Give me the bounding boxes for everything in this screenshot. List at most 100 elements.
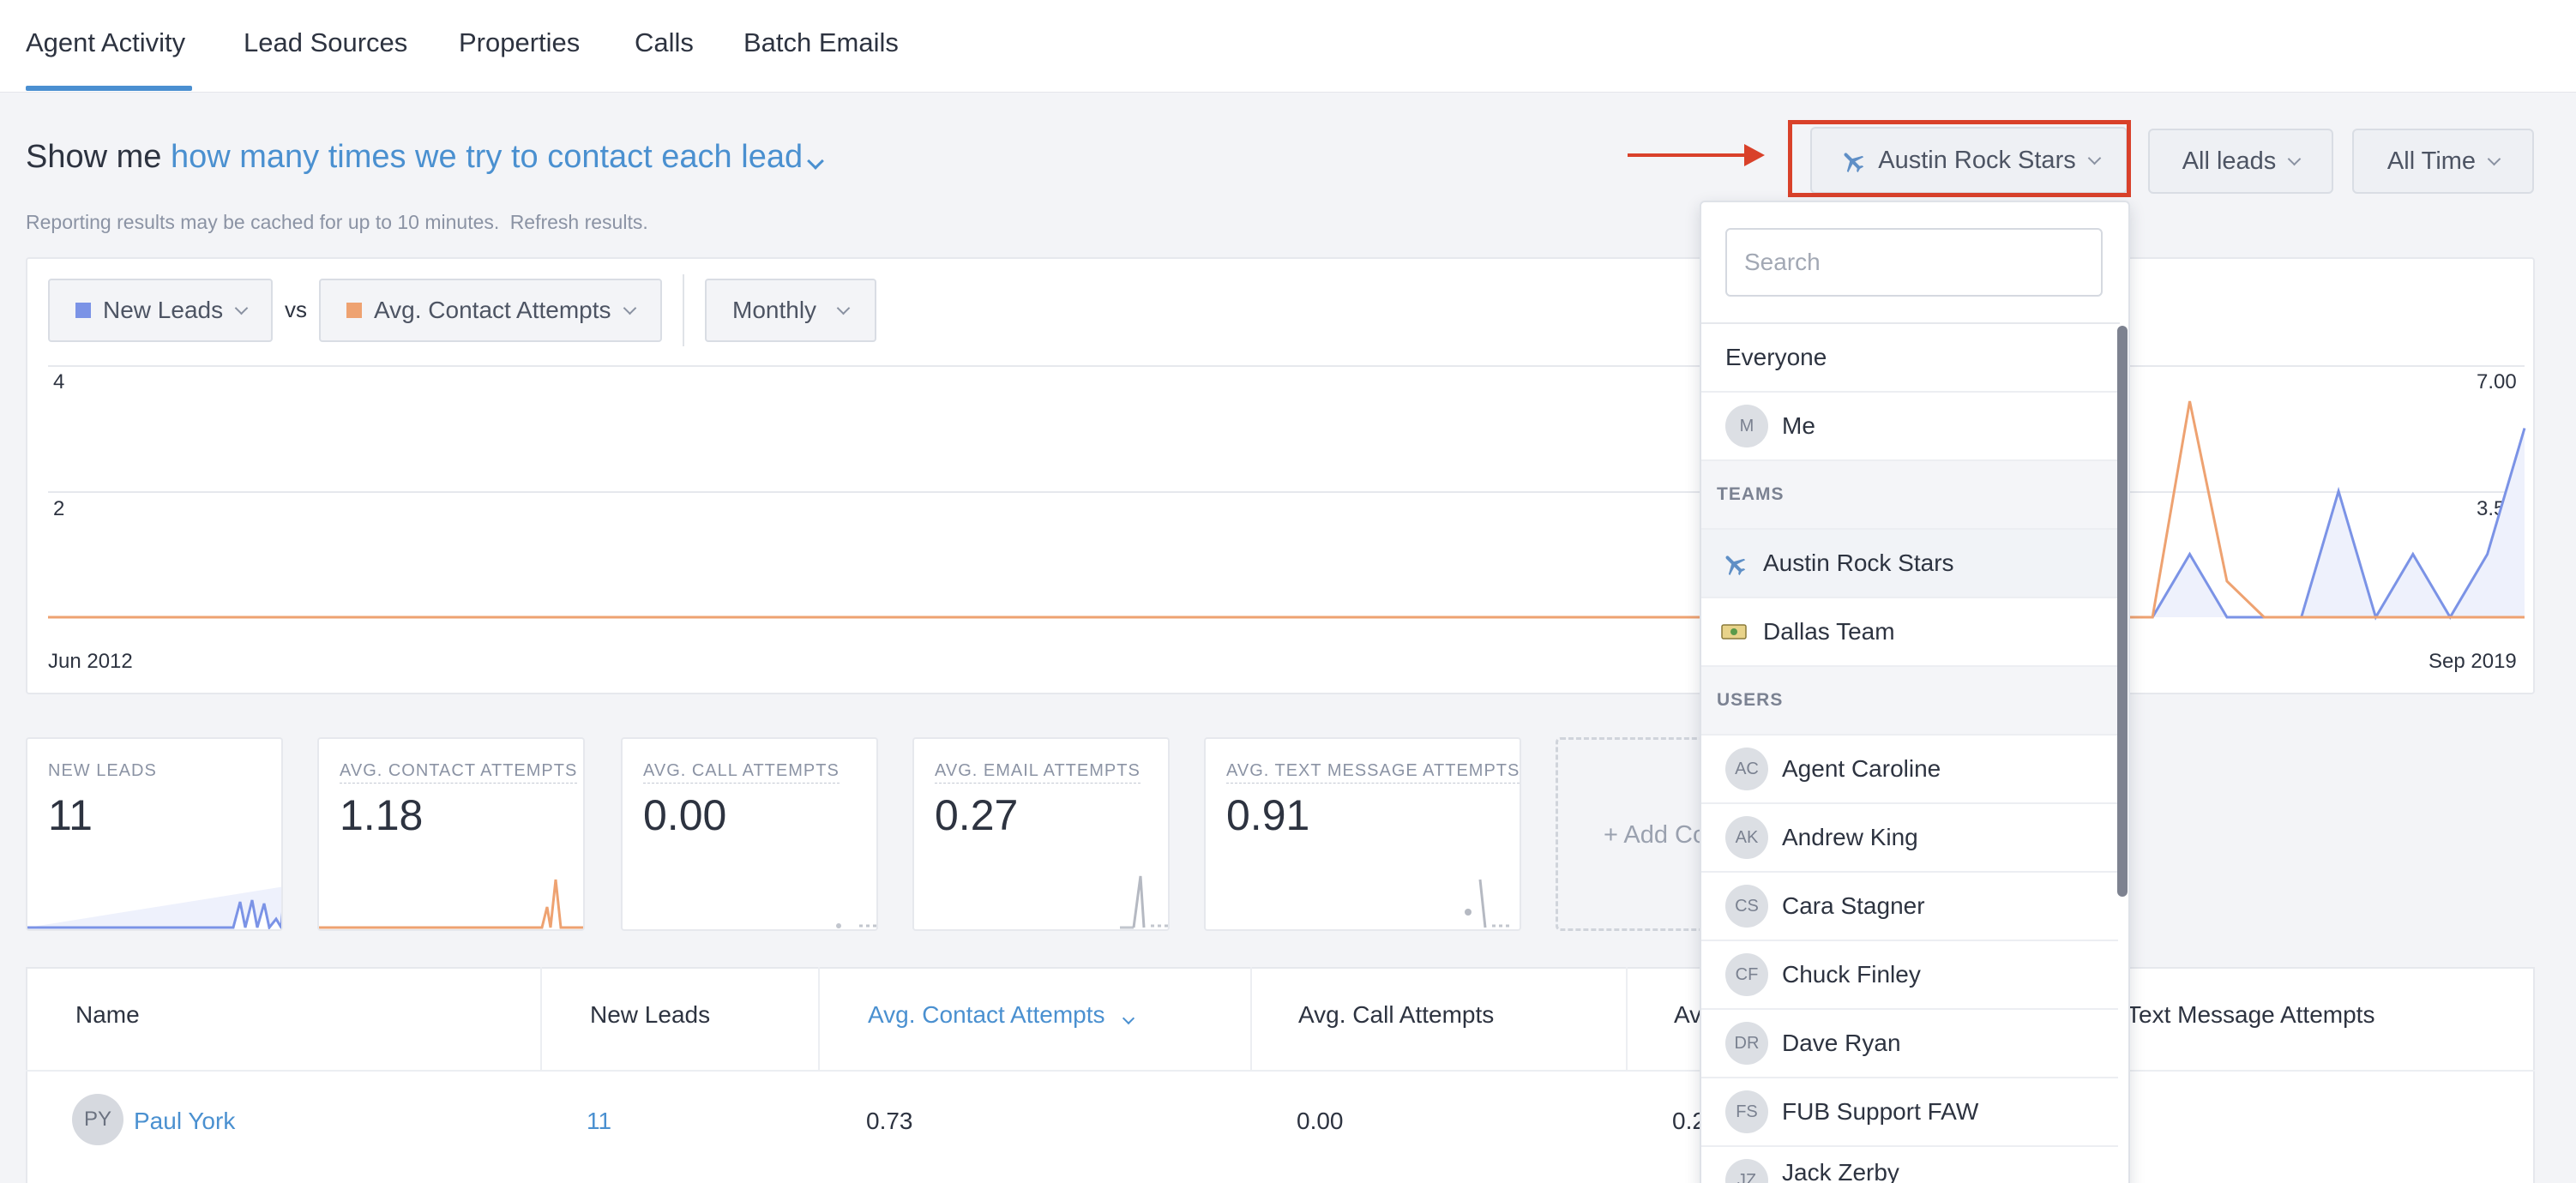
row-call-attempts: 0.00	[1297, 1108, 1344, 1134]
column-header-call-attempts[interactable]: Avg. Call Attempts	[1298, 1001, 1495, 1028]
time-filter-button[interactable]: All Time	[2352, 129, 2534, 194]
dropdown-item-me[interactable]: M Me	[1701, 393, 2118, 461]
refresh-results-link[interactable]: Refresh results.	[509, 211, 648, 233]
top-navigation: Agent Activity Lead Sources Properties C…	[0, 0, 2576, 93]
sort-chevron-icon	[1122, 1012, 1135, 1025]
dropdown-item-team-dallas[interactable]: Dallas Team	[1701, 598, 2118, 667]
dropdown-separator	[1701, 322, 2120, 324]
dropdown-item-label: Austin Rock Stars	[1763, 549, 1954, 576]
airplane-icon	[1844, 153, 1864, 173]
x-axis-end-label: Sep 2019	[2429, 650, 2517, 673]
dropdown-item-everyone[interactable]: Everyone	[1701, 324, 2118, 393]
dropdown-item-team-austin[interactable]: Austin Rock Stars	[1701, 530, 2118, 598]
avatar: FS	[1725, 1090, 1768, 1133]
metric-value: 11	[48, 791, 93, 839]
vs-label: vs	[285, 297, 307, 322]
team-filter-label: Austin Rock Stars	[1878, 146, 2076, 174]
leads-filter-label: All leads	[2182, 147, 2277, 175]
gridline-mid	[48, 491, 2525, 493]
metric-b-label: Avg. Contact Attempts	[374, 297, 611, 323]
metric-card-contact-attempts[interactable]: AVG. CONTACT ATTEMPTS 1.18	[317, 737, 585, 931]
dropdown-item-user[interactable]: DR Dave Ryan	[1701, 1010, 2118, 1078]
metric-card-new-leads[interactable]: NEW LEADS 11	[26, 737, 283, 931]
tab-lead-sources[interactable]: Lead Sources	[244, 27, 408, 57]
tab-properties[interactable]: Properties	[459, 27, 581, 57]
row-name-link[interactable]: Paul York	[134, 1108, 236, 1134]
column-header-email-attempts[interactable]: Av	[1674, 1001, 1702, 1028]
cash-icon	[1721, 624, 1747, 640]
metric-a-selector[interactable]: New Leads	[48, 279, 273, 342]
annotation-arrow-head	[1744, 144, 1765, 166]
sparkline-contact-attempts	[319, 879, 583, 929]
avatar: DR	[1725, 1022, 1768, 1065]
avatar: CF	[1725, 953, 1768, 996]
dropdown-item-user[interactable]: JZ Jack Zerby	[1701, 1147, 2118, 1183]
avatar: M	[1725, 405, 1768, 447]
dropdown-item-label: Cara Stagner	[1782, 892, 1925, 919]
column-separator	[1626, 967, 1628, 1070]
tab-batch-emails[interactable]: Batch Emails	[743, 27, 899, 57]
metric-label: AVG. CALL ATTEMPTS	[643, 761, 840, 784]
metric-value: 0.91	[1226, 791, 1310, 839]
dropdown-item-user[interactable]: FS FUB Support FAW	[1701, 1078, 2118, 1147]
metric-value: 0.00	[643, 791, 727, 839]
leads-filter-button[interactable]: All leads	[2148, 129, 2333, 194]
sparkline-call-attempts	[836, 923, 876, 928]
series-line-new-leads	[48, 428, 2526, 621]
row-contact-attempts: 0.73	[866, 1108, 913, 1134]
avatar: AC	[1725, 748, 1768, 790]
show-me-prefix: Show me	[26, 139, 162, 175]
right-axis-tick: 7.00	[2477, 370, 2517, 393]
left-axis-tick: 4	[53, 370, 65, 393]
column-separator	[540, 967, 542, 1070]
avatar: PY	[72, 1094, 123, 1145]
interval-selector[interactable]: Monthly	[705, 279, 876, 342]
column-header-text-attempts[interactable]: Text Message Attempts	[2127, 1001, 2375, 1028]
metric-card-text-attempts[interactable]: AVG. TEXT MESSAGE ATTEMPTS 0.91	[1204, 737, 1521, 931]
airplane-icon	[1725, 555, 1746, 576]
column-header-new-leads[interactable]: New Leads	[590, 1001, 711, 1028]
annotation-arrow-line	[1628, 153, 1748, 157]
dropdown-item-user[interactable]: AC Agent Caroline	[1701, 736, 2118, 804]
new-leads-swatch	[75, 303, 91, 318]
metric-label: AVG. TEXT MESSAGE ATTEMPTS	[1226, 761, 1520, 784]
column-header-name[interactable]: Name	[75, 1001, 140, 1028]
dropdown-item-label: Everyone	[1725, 344, 1827, 370]
contact-attempts-swatch	[346, 303, 362, 318]
sparkline-new-leads	[27, 886, 281, 929]
report-selector[interactable]: how many times we try to contact each le…	[171, 139, 824, 175]
sparkline-email-attempts	[1120, 875, 1168, 929]
dropdown-item-user[interactable]: CS Cara Stagner	[1701, 873, 2118, 941]
dropdown-item-user[interactable]: CF Chuck Finley	[1701, 941, 2118, 1010]
metric-label: NEW LEADS	[48, 761, 157, 780]
dropdown-search-input[interactable]	[1725, 228, 2103, 297]
dropdown-item-label: Jack Zerby	[1782, 1159, 1899, 1183]
report-title: Show me how many times we try to contact…	[26, 139, 824, 176]
dropdown-item-label: Dallas Team	[1763, 618, 1895, 645]
metric-card-email-attempts[interactable]: AVG. EMAIL ATTEMPTS 0.27	[912, 737, 1170, 931]
tab-agent-activity[interactable]: Agent Activity	[26, 27, 186, 57]
metric-b-selector[interactable]: Avg. Contact Attempts	[319, 279, 662, 342]
interval-label: Monthly	[732, 297, 817, 323]
avatar: JZ	[1725, 1159, 1768, 1183]
dropdown-scrollbar[interactable]	[2117, 326, 2128, 897]
dropdown-item-label: Andrew King	[1782, 824, 1918, 850]
row-new-leads-link[interactable]: 11	[587, 1108, 612, 1134]
dropdown-section-users: USERS	[1701, 667, 2118, 736]
metric-label: AVG. EMAIL ATTEMPTS	[935, 761, 1141, 784]
row-separator	[26, 1070, 2535, 1072]
tab-calls[interactable]: Calls	[635, 27, 694, 57]
metric-value: 0.27	[935, 791, 1019, 839]
column-header-contact-attempts[interactable]: Avg. Contact Attempts	[868, 1001, 1135, 1029]
series-line-contact-attempts	[48, 400, 2525, 619]
dropdown-item-label: Agent Caroline	[1782, 755, 1941, 782]
metric-a-label: New Leads	[103, 297, 224, 323]
dropdown-item-label: Chuck Finley	[1782, 961, 1921, 988]
dropdown-item-label: Dave Ryan	[1782, 1030, 1901, 1056]
avatar: AK	[1725, 816, 1768, 859]
add-card-label: + Add Co	[1604, 821, 1707, 849]
avatar: CS	[1725, 885, 1768, 928]
dropdown-item-user[interactable]: AK Andrew King	[1701, 804, 2118, 873]
dropdown-item-label: Me	[1782, 412, 1815, 439]
metric-card-call-attempts[interactable]: AVG. CALL ATTEMPTS 0.00	[621, 737, 878, 931]
